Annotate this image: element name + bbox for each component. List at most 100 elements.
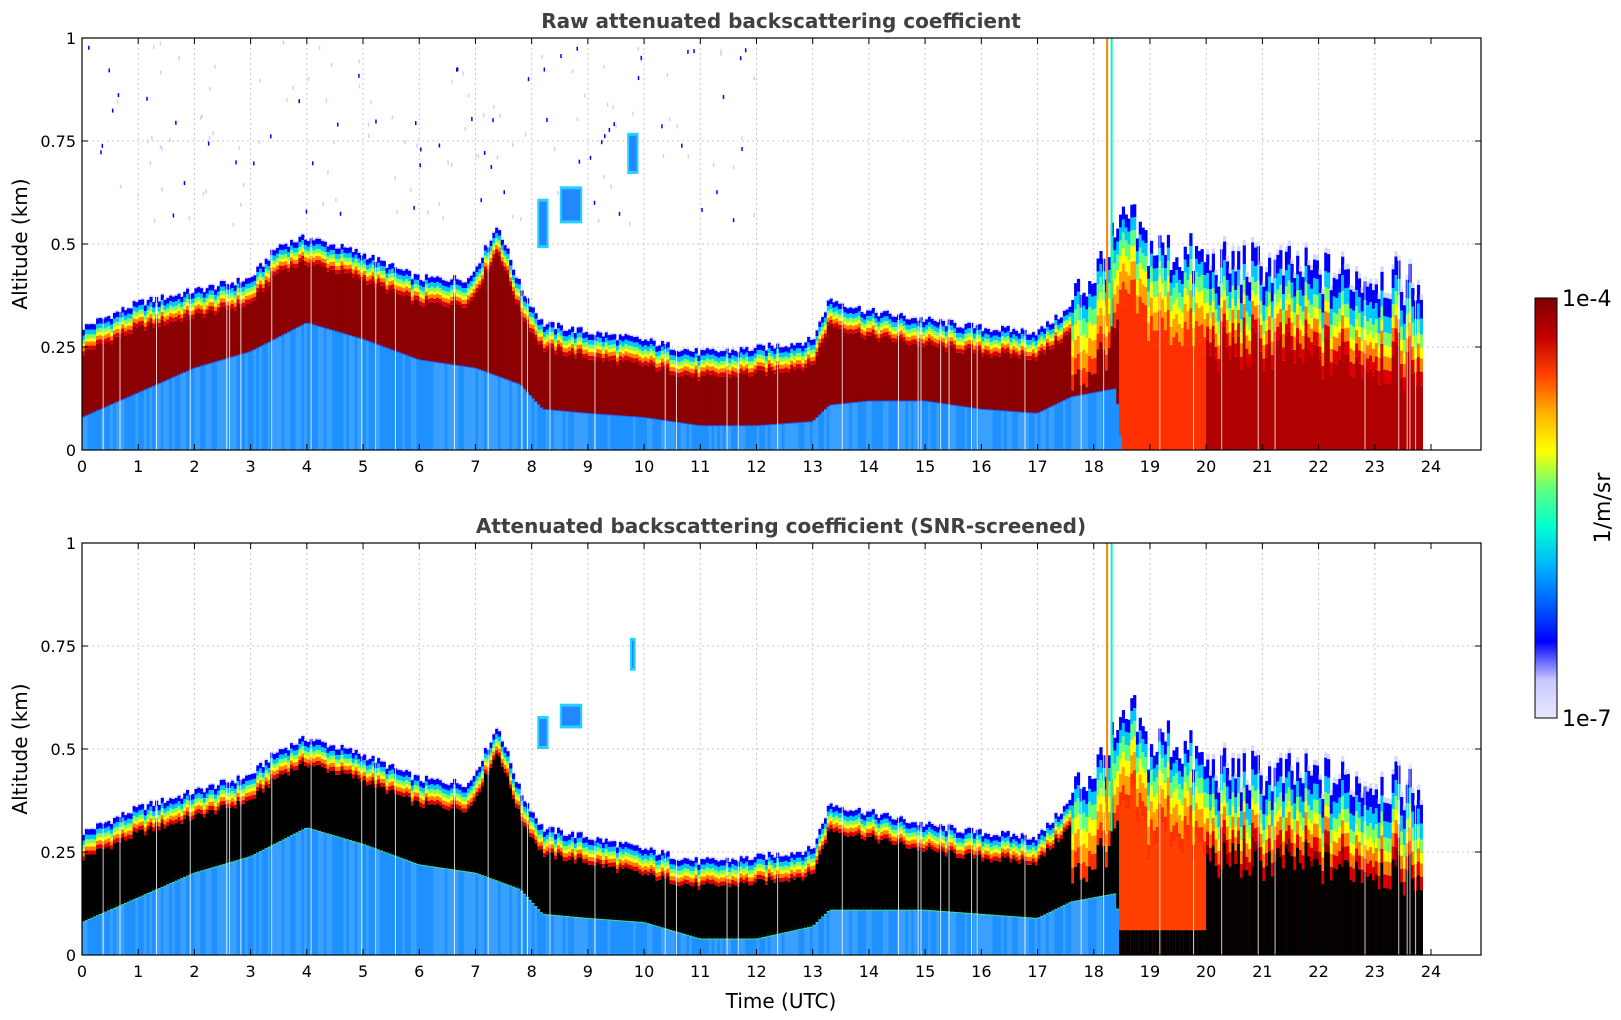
layer-top-band bbox=[1352, 350, 1356, 364]
layer-top-band bbox=[1304, 319, 1308, 333]
layer-top-band bbox=[554, 343, 558, 347]
layer-top-band bbox=[382, 259, 386, 261]
aerosol-column bbox=[956, 405, 960, 450]
layer-top-band bbox=[141, 309, 145, 314]
layer-core-column bbox=[149, 322, 153, 387]
layer-top-band bbox=[1287, 280, 1291, 294]
layer-core-column bbox=[1133, 294, 1137, 450]
layer-top-band bbox=[641, 362, 645, 367]
layer-top-band bbox=[1085, 296, 1089, 310]
layer-top-band bbox=[98, 844, 103, 849]
aerosol-column bbox=[635, 416, 639, 450]
layer-top-band bbox=[96, 339, 100, 344]
layer-core-column bbox=[537, 345, 541, 405]
x-tick-label: 22 bbox=[1308, 457, 1328, 476]
aerosol-column bbox=[1062, 399, 1067, 450]
layer-top-band bbox=[615, 361, 620, 366]
layer-top-band bbox=[930, 340, 934, 345]
layer-top-band bbox=[433, 291, 437, 296]
layer-top-band bbox=[200, 288, 204, 294]
layer-top-band bbox=[587, 351, 592, 356]
layer-core-column bbox=[1282, 360, 1286, 450]
layer-top-band bbox=[871, 306, 875, 309]
noise-speck bbox=[471, 117, 473, 122]
layer-top-band bbox=[556, 328, 561, 334]
layer-top-band bbox=[1006, 331, 1010, 337]
layer-top-band bbox=[93, 338, 97, 342]
layer-top-band bbox=[958, 344, 963, 349]
layer-top-band bbox=[298, 250, 302, 255]
layer-top-band bbox=[1090, 309, 1095, 326]
layer-top-band bbox=[214, 289, 218, 296]
noise-speck bbox=[687, 49, 689, 54]
layer-top-band bbox=[98, 821, 103, 823]
layer-top-band bbox=[419, 278, 423, 281]
layer-top-band bbox=[365, 259, 370, 265]
layer-core-column bbox=[818, 346, 822, 415]
layer-top-band bbox=[481, 257, 485, 264]
layer-top-band bbox=[438, 299, 443, 303]
aerosol-column bbox=[978, 408, 982, 450]
layer-core-column bbox=[1017, 358, 1022, 412]
aerosol-column bbox=[1090, 392, 1095, 450]
layer-top-band bbox=[1270, 317, 1275, 331]
layer-core-column bbox=[489, 265, 493, 374]
layer-top-band bbox=[1279, 244, 1283, 251]
layer-top-band bbox=[433, 277, 437, 284]
layer-core-column bbox=[823, 337, 828, 409]
layer-top-band bbox=[107, 819, 111, 822]
layer-top-band bbox=[346, 246, 350, 248]
layer-top-band bbox=[807, 335, 811, 338]
layer-top-band bbox=[1020, 349, 1024, 354]
layer-top-band bbox=[927, 334, 932, 339]
layer-top-band bbox=[1262, 334, 1266, 346]
layer-top-band bbox=[925, 319, 929, 325]
layer-top-band bbox=[1037, 350, 1041, 355]
layer-top-band bbox=[1197, 292, 1201, 309]
layer-top-band bbox=[1054, 328, 1058, 333]
layer-core-column bbox=[363, 278, 367, 340]
layer-top-band bbox=[1141, 253, 1145, 270]
noise-speck bbox=[604, 134, 606, 139]
layer-core-column bbox=[82, 355, 86, 417]
layer-top-band bbox=[281, 250, 285, 256]
layer-top-band bbox=[1377, 371, 1381, 385]
layer-top-band bbox=[905, 319, 909, 325]
layer-core-column bbox=[354, 274, 358, 337]
layer-top-band bbox=[846, 306, 850, 309]
layer-top-band bbox=[84, 322, 89, 325]
layer-top-band bbox=[579, 341, 583, 345]
layer-top-band bbox=[1349, 348, 1353, 362]
layer-top-band bbox=[1166, 260, 1171, 277]
layer-top-band bbox=[801, 351, 805, 357]
layer-top-band bbox=[289, 239, 294, 246]
layer-top-band bbox=[838, 313, 842, 318]
noise-speck bbox=[546, 117, 548, 122]
layer-top-band bbox=[259, 268, 263, 274]
layer-top-band bbox=[1130, 279, 1134, 296]
layer-top-band bbox=[343, 252, 347, 258]
layer-top-band bbox=[764, 349, 769, 351]
layer-top-band bbox=[1335, 313, 1339, 328]
layer-top-band bbox=[1298, 319, 1303, 331]
layer-top-band bbox=[506, 246, 510, 249]
layer-top-band bbox=[427, 299, 431, 303]
layer-top-band bbox=[818, 335, 822, 339]
layer-top-band bbox=[1324, 252, 1328, 272]
aerosol-column bbox=[517, 383, 521, 450]
layer-top-band bbox=[700, 367, 704, 372]
layer-core-column bbox=[941, 346, 946, 404]
layer-top-band bbox=[495, 241, 499, 246]
layer-top-band bbox=[1029, 334, 1033, 341]
layer-core-column bbox=[694, 373, 698, 425]
layer-top-band bbox=[1225, 309, 1230, 321]
layer-top-band bbox=[245, 278, 249, 285]
layer-top-band bbox=[632, 342, 637, 348]
layer-top-band bbox=[596, 337, 600, 342]
layer-top-band bbox=[582, 332, 586, 339]
layer-top-band bbox=[1057, 336, 1061, 341]
layer-top-band bbox=[1318, 269, 1322, 275]
layer-top-band bbox=[419, 301, 423, 306]
layer-core-column bbox=[680, 375, 684, 423]
layer-top-band bbox=[124, 310, 128, 316]
